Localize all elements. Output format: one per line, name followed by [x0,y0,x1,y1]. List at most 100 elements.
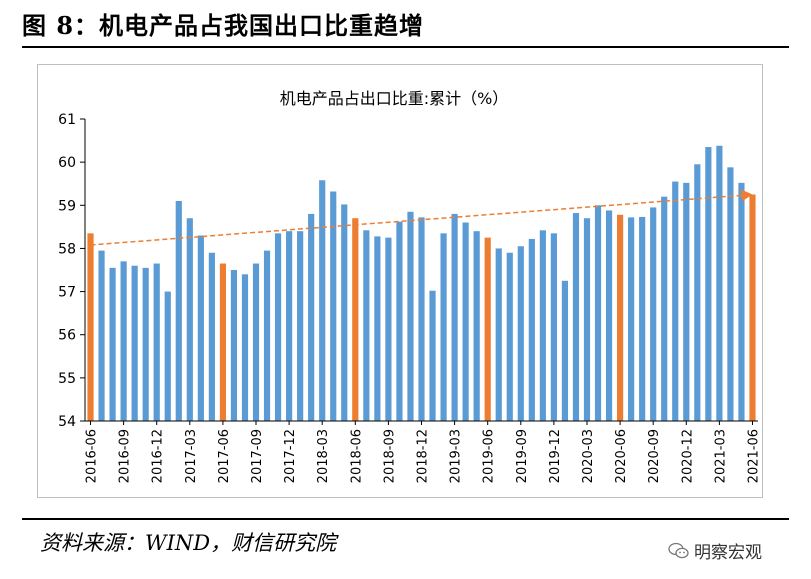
bar [252,263,260,421]
bar [396,221,403,421]
x-tick-label: 2019-03 [449,429,464,483]
x-tick-label: 2020-09 [647,429,662,483]
bar [716,145,723,421]
bar [440,233,447,421]
bar [374,236,381,421]
bar [451,213,458,421]
x-tick-label: 2017-12 [283,429,298,483]
bar-chart: 机电产品占出口比重:累计（%） 54 55 56 57 58 59 60 61 2016-06 2… [58,89,762,483]
bar [672,181,679,421]
bar [639,216,646,421]
bar [385,237,392,421]
bottom-rule [22,518,789,520]
bar [539,230,546,421]
x-tick-label: 2019-09 [515,429,530,483]
bar [363,230,370,421]
bar [98,250,105,421]
x-tick-label: 2019-06 [482,429,497,483]
x-tick-label: 2016-09 [118,429,133,483]
bar [495,248,502,421]
x-tick-label: 2017-06 [217,429,232,483]
bar-highlight [87,233,94,421]
bar [462,222,469,421]
bar [308,213,315,421]
bar [142,267,149,421]
bar [705,147,712,421]
chart-frame: 机电产品占出口比重:累计（%） 54 55 56 57 58 59 60 61 2016-06 2… [37,64,763,498]
brand-watermark: 明察宏观 [668,538,762,563]
x-tick-label: 2021-06 [747,429,762,483]
y-tick-label: 56 [58,328,76,344]
bar [341,204,348,421]
y-tick-label: 58 [58,241,76,257]
y-tick-label: 54 [58,414,76,430]
bar [175,200,182,421]
bar [517,246,524,421]
y-tick-label: 57 [58,285,76,301]
bar [683,182,690,421]
bar [297,231,304,421]
bar-highlight [749,194,756,421]
x-tick-label: 2020-03 [581,429,596,483]
x-tick-label: 2018-09 [382,429,397,483]
x-tick-label: 2017-03 [184,429,199,483]
bar [605,210,613,421]
bar [230,270,238,421]
bar [561,280,569,421]
x-tick-label: 2020-12 [680,429,695,483]
bar-highlight [484,237,491,421]
bar [572,213,580,421]
x-tick-label: 2018-03 [316,429,331,483]
bar [738,182,745,421]
y-tick-label: 61 [58,112,76,128]
bar [694,164,701,422]
bar-highlight [352,218,359,421]
bar [120,261,127,421]
bar [418,217,425,421]
y-tick-label: 55 [58,371,76,387]
bar [429,290,436,421]
bar [109,267,116,421]
y-tick-label: 59 [58,198,76,214]
x-tick-label: 2021-03 [713,429,728,483]
bar [528,238,535,421]
bar [241,274,249,421]
bar [330,191,337,421]
brand-name: 明察宏观 [694,543,762,563]
bar-highlight [219,263,226,421]
bar [186,218,193,421]
bar [661,196,668,421]
bar [594,205,602,421]
bar [164,291,171,421]
x-tick-label: 2016-12 [151,429,166,483]
bar [263,250,271,421]
bar [286,231,293,421]
bar [628,217,635,421]
bar [319,180,326,421]
top-rule [22,46,789,48]
bar [727,167,734,421]
bar [153,263,160,421]
chart-title: 机电产品占出口比重:累计（%） [280,89,509,108]
bar-highlight [617,214,624,421]
x-tick-label: 2020-06 [614,429,629,483]
bar [407,211,414,421]
y-tick-label: 60 [58,155,76,171]
bar [550,233,557,421]
bar [208,252,215,421]
wechat-icon [668,542,689,558]
bar [650,207,657,421]
source-note: 资料来源：WIND，财信研究院 [40,531,337,555]
bar [473,231,480,421]
bar [274,233,282,421]
bar [197,235,204,421]
bar [506,252,513,421]
trend-line [90,194,743,246]
x-tick-label: 2016-06 [85,429,100,483]
bar [131,265,138,421]
x-tick-label: 2018-12 [416,429,431,483]
bar [583,218,591,421]
x-tick-label: 2018-06 [349,429,364,483]
figure-title: 图 8：机电产品占我国出口比重趋增 [22,11,425,40]
x-tick-label: 2017-09 [250,429,265,483]
